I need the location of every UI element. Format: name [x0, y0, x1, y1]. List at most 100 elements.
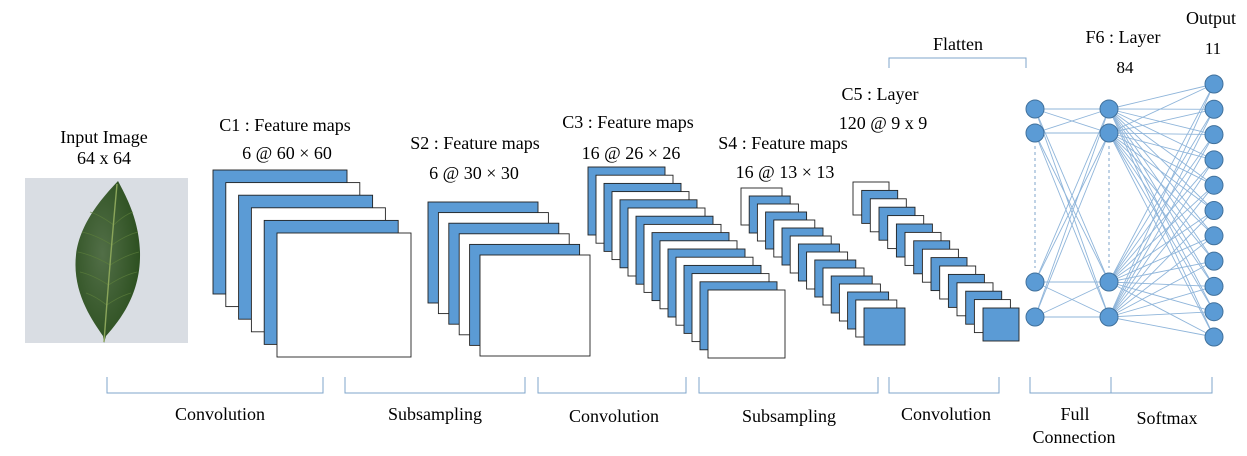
- subsampling-1-bracket: [344, 377, 526, 394]
- leaf-shine: [75, 181, 141, 343]
- f6-to-output-connection: [1108, 134, 1215, 283]
- c3-title: C3 : Feature maps: [562, 112, 693, 132]
- s2-feature-map: [479, 254, 591, 357]
- f6-to-output-connection: [1108, 132, 1215, 186]
- c3-feature-map: [707, 289, 786, 359]
- c3-dims: 16 @ 26 × 26: [582, 143, 681, 163]
- flatten-neuron: [1025, 99, 1045, 119]
- flatten-to-f6-connection: [1034, 132, 1110, 283]
- s2-dims: 6 @ 30 × 30: [429, 163, 519, 183]
- f6-neuron: [1099, 99, 1119, 119]
- softmax-bracket: [1111, 377, 1213, 394]
- s4-title: S4 : Feature maps: [718, 133, 847, 153]
- flatten-to-f6-connection: [1034, 132, 1110, 318]
- c5-feature-map-stack: [852, 181, 1020, 342]
- f6-to-output-connection: [1108, 132, 1215, 161]
- f6-to-output-connection: [1108, 134, 1215, 318]
- f6-to-output-connection: [1108, 83, 1215, 318]
- f6-to-output-connection: [1108, 83, 1215, 134]
- output-neuron: [1204, 327, 1224, 347]
- flatten-to-f6-connection: [1034, 108, 1110, 318]
- stage-labels: Convolution Subsampling Convolution Subs…: [175, 404, 1198, 447]
- stage-label-convolution-2: Convolution: [569, 406, 659, 426]
- leaf-vein: [106, 292, 132, 306]
- full-connection-bracket: [1029, 377, 1112, 394]
- f6-to-output-connection: [1108, 83, 1215, 110]
- stage-label-softmax: Softmax: [1137, 408, 1198, 428]
- input-section: Input Image 64 x 64: [25, 127, 188, 343]
- flatten-to-f6-connection: [1034, 281, 1110, 318]
- input-image-title: Input Image: [60, 127, 147, 147]
- c1-dims: 6 @ 60 × 60: [242, 143, 332, 163]
- f6-to-output-connection: [1108, 132, 1215, 287]
- leaf-vein: [111, 231, 139, 246]
- c3-feature-map-stack: [587, 166, 786, 359]
- output-neuron: [1204, 276, 1224, 296]
- output-neuron: [1204, 226, 1224, 246]
- f6-to-output-connection: [1108, 132, 1215, 237]
- f6-to-output-connection: [1108, 235, 1215, 283]
- f6-neuron: [1099, 123, 1119, 143]
- convolution-2-bracket: [537, 377, 687, 394]
- f6-to-output-connection: [1108, 316, 1215, 338]
- f6-to-output-connection: [1108, 108, 1215, 161]
- leaf-vein: [108, 271, 138, 286]
- leaf-photo: [25, 178, 188, 343]
- subsampling-2-bracket: [698, 377, 879, 394]
- network-ellipsis-dashes: [1034, 146, 1110, 268]
- leaf-midrib: [103, 183, 118, 343]
- stage-label-subsampling-1: Subsampling: [388, 404, 482, 424]
- f6-to-output-connection: [1108, 108, 1215, 136]
- leaf-vein: [109, 251, 140, 266]
- s2-feature-map-stack: [427, 201, 591, 357]
- flatten-neuron: [1025, 272, 1045, 292]
- flatten-bracket: [888, 57, 1027, 68]
- flatten-to-f6-connection: [1034, 108, 1110, 134]
- brackets: [106, 57, 1213, 394]
- stage-label-convolution-1: Convolution: [175, 404, 265, 424]
- f6-to-output-connection: [1108, 132, 1215, 136]
- output-title: Output: [1186, 8, 1236, 28]
- leaf-veins: [77, 211, 140, 306]
- leaf-vein: [79, 271, 109, 286]
- f6-to-output-connection: [1108, 285, 1215, 318]
- f6-to-output-connection: [1108, 108, 1215, 134]
- leaf-vein: [85, 292, 108, 306]
- f6-to-output-connection: [1108, 108, 1215, 262]
- f6-to-output-connection: [1108, 132, 1215, 338]
- output-dims: 11: [1205, 39, 1221, 58]
- f6-to-output-connection: [1108, 159, 1215, 318]
- f6-to-output-connection: [1108, 184, 1215, 318]
- c1-feature-map: [276, 232, 412, 358]
- stage-label-full-connection-line2: Connection: [1033, 427, 1116, 447]
- f6-to-output-connection: [1108, 311, 1215, 318]
- layer-labels: C1 : Feature maps 6 @ 60 × 60 S2 : Featu…: [219, 8, 1236, 183]
- f6-to-output-connection: [1108, 83, 1215, 283]
- flatten-neuron: [1025, 123, 1045, 143]
- c5-feature-map: [982, 307, 1020, 342]
- f6-to-output-connection: [1108, 235, 1215, 318]
- output-neuron: [1204, 99, 1224, 119]
- flatten-label: Flatten: [933, 34, 983, 54]
- f6-dims: 84: [1117, 58, 1135, 77]
- f6-to-output-connection: [1108, 109, 1215, 318]
- leaf-vein: [77, 251, 111, 266]
- output-neuron: [1204, 175, 1224, 195]
- c1-feature-map-stack: [212, 169, 412, 358]
- stage-label-full-connection-line1: Full: [1060, 404, 1089, 424]
- network-neurons: [1025, 74, 1224, 347]
- s4-dims: 16 @ 13 × 13: [736, 162, 835, 182]
- s4-feature-map-stack: [740, 187, 906, 346]
- c1-title: C1 : Feature maps: [219, 115, 350, 135]
- output-neuron: [1204, 125, 1224, 145]
- f6-neuron: [1099, 272, 1119, 292]
- f6-to-output-connection: [1108, 210, 1215, 318]
- leaf-vein: [81, 231, 113, 246]
- f6-to-output-connection: [1108, 132, 1215, 312]
- output-neuron: [1204, 302, 1224, 322]
- network-connections: [1034, 83, 1215, 338]
- s4-feature-map: [863, 307, 906, 346]
- f6-neuron: [1099, 307, 1119, 327]
- convolution-1-bracket: [106, 377, 324, 394]
